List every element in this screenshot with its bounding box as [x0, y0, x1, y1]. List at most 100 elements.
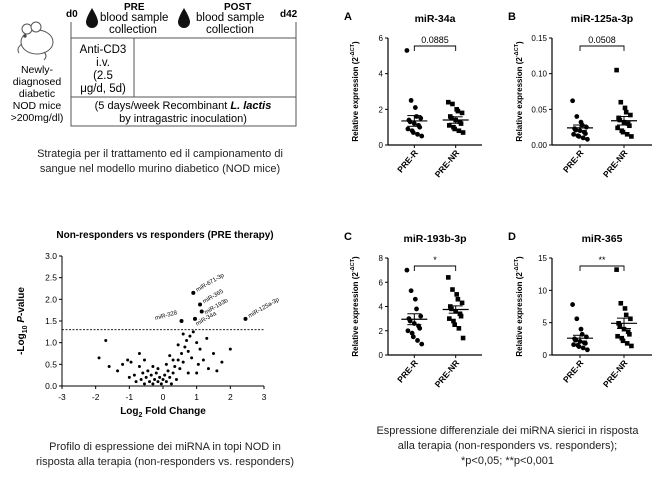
panel-y-tick-label: 2 — [379, 105, 384, 114]
panel-data-point — [412, 296, 418, 302]
volcano-point — [139, 378, 143, 381]
panel-data-point — [574, 316, 580, 322]
volcano-point — [185, 339, 189, 342]
day-42-label: d42 — [280, 9, 298, 20]
volcano-point — [148, 380, 152, 384]
pre-line-2: collection — [109, 24, 157, 36]
panel-data-point — [446, 316, 452, 321]
panel-data-point — [580, 135, 586, 141]
blood-drop-icon — [86, 8, 98, 28]
volcano-point — [228, 347, 232, 351]
volcano-point — [121, 362, 125, 366]
volcano-x-tick-label: -2 — [92, 392, 100, 402]
volcano-point — [116, 369, 120, 373]
panel-data-point — [445, 99, 451, 105]
panel-x-tick-label: PRE-R — [561, 148, 586, 175]
panel-data-point — [570, 98, 575, 104]
caption-strategy-line-1: Strategia per il trattamento ed il campi… — [37, 148, 283, 160]
panel-data-point — [583, 340, 588, 346]
volcano-plot: Non-responders vs responders (PRE therap… — [0, 222, 330, 422]
panel-data-point — [619, 335, 625, 341]
volcano-point — [129, 360, 133, 364]
mouse-label-2: diagnosed — [13, 76, 62, 88]
volcano-point — [215, 369, 219, 373]
protocol-svg: Newly- diagnosed diabetic NOD mice >200m… — [11, 2, 298, 127]
panel-title: miR-125a-3p — [571, 13, 633, 25]
volcano-title: Non-responders vs responders (PRE therap… — [56, 230, 273, 241]
volcano-point — [206, 367, 210, 371]
panel-data-point — [450, 101, 455, 107]
volcano-highlight-point — [243, 316, 248, 321]
panel-data-point — [576, 344, 582, 349]
volcano-point-label: miR-328 — [154, 310, 178, 322]
panel-data-point — [408, 288, 414, 294]
panel-data-point — [624, 341, 630, 346]
anti-cd3-line-3: (2.5 — [93, 70, 113, 82]
panel-data-point — [620, 129, 626, 135]
volcano-point — [183, 345, 187, 349]
panel-data-point — [451, 318, 456, 324]
volcano-point — [212, 352, 215, 355]
panel-data-point — [614, 67, 619, 73]
volcano-point — [164, 362, 168, 366]
panel-title: miR-34a — [415, 13, 456, 25]
panel-x-tick-label: PRE-NR — [601, 358, 630, 389]
panel-data-point — [407, 119, 413, 125]
volcano-point — [159, 382, 163, 386]
volcano-point — [107, 365, 111, 368]
caption-volcano-line-1: Profilo di espressione dei miRNA in topi… — [49, 441, 281, 453]
volcano-y-label: -Log10 P-value — [16, 287, 29, 355]
panel-x-tick-label: PRE-NR — [601, 148, 630, 179]
volcano-point — [191, 330, 195, 334]
mouse-label-1: Newly- — [21, 64, 54, 76]
volcano-x-tick-label: 1 — [194, 392, 199, 402]
volcano-point — [176, 358, 180, 362]
volcano-y-tick-label: 3.0 — [45, 251, 57, 261]
panel-data-point — [623, 312, 629, 318]
volcano-point — [220, 360, 224, 364]
panel-data-point — [414, 114, 419, 119]
volcano-point — [178, 367, 182, 371]
panel-data-point — [418, 313, 424, 319]
panel-data-point — [455, 108, 461, 114]
volcano-y-tick-label: 2.5 — [45, 273, 57, 283]
lactis-line-2: by intragastric inoculation) — [119, 113, 247, 125]
volcano-point — [173, 365, 177, 368]
panel-data-point — [452, 322, 457, 327]
anti-cd3-line-2: i.v. — [96, 57, 110, 69]
volcano-point — [181, 360, 185, 364]
panel-data-point — [405, 126, 411, 132]
panel-y-tick-label: 2 — [379, 327, 384, 336]
volcano-point — [158, 375, 162, 379]
panel-data-point — [583, 131, 588, 136]
volcano-point — [174, 378, 178, 381]
panel-data-point — [580, 345, 586, 351]
panel-data-point — [449, 306, 454, 312]
panel-data-point — [574, 114, 580, 119]
panel-data-point — [617, 323, 623, 329]
volcano-point — [171, 358, 175, 362]
volcano-y-tick-label: 1.0 — [45, 338, 57, 348]
panel-data-point — [571, 342, 576, 348]
panel-data-point — [618, 300, 624, 306]
panel-data-point — [415, 338, 420, 343]
panel-x-tick-label: PRE-R — [395, 358, 420, 385]
protocol-diagram: Newly- diagnosed diabetic NOD mice >200m… — [0, 0, 310, 140]
panel-data-point — [449, 115, 454, 121]
panel-data-point — [456, 128, 462, 134]
volcano-point — [149, 373, 153, 377]
volcano-highlight-point — [192, 316, 197, 321]
volcano-point — [181, 332, 185, 336]
panel-data-point — [571, 131, 576, 137]
panel-data-point — [408, 98, 414, 103]
panel-data-point — [415, 131, 420, 137]
panel-data-point — [412, 105, 418, 110]
pre-title: PRE — [124, 2, 145, 13]
mouse-label-4: NOD mice — [13, 100, 62, 112]
panel-data-point — [457, 311, 463, 317]
panel-data-point — [576, 134, 582, 139]
